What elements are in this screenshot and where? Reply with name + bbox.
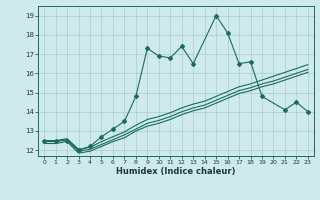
X-axis label: Humidex (Indice chaleur): Humidex (Indice chaleur)	[116, 167, 236, 176]
